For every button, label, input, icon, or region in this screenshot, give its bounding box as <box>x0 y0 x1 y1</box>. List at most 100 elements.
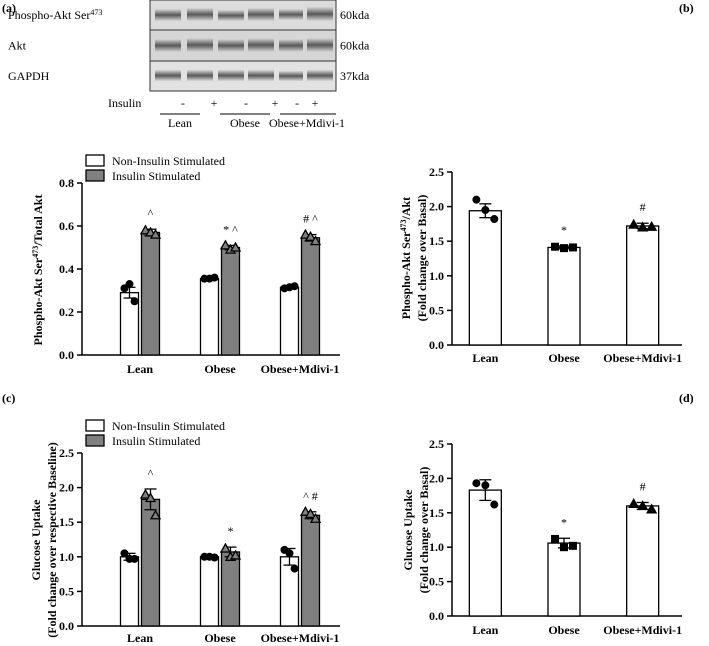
data-point <box>637 221 649 232</box>
significance-label: ^ <box>148 206 154 220</box>
panel-label: (d) <box>679 391 694 405</box>
y-tick-label: 0.5 <box>429 303 444 317</box>
data-point <box>149 228 162 239</box>
y-axis-label: (Fold change over respective Baseline) <box>45 442 59 638</box>
lane-sign: + <box>211 96 218 110</box>
legend-label: Insulin Stimulated <box>112 434 200 448</box>
data-point <box>490 500 499 509</box>
x-tick-label: Lean <box>472 351 498 365</box>
legend-swatch <box>85 169 105 182</box>
group-label: Lean <box>168 116 192 130</box>
x-tick-label: Obese+Mdivi-1 <box>603 351 682 365</box>
x-tick-label: Obese+Mdivi-1 <box>261 362 340 376</box>
data-point <box>481 206 490 215</box>
y-tick-label: 0.0 <box>429 338 444 352</box>
lane-sign: - <box>181 96 185 110</box>
bar <box>300 237 321 356</box>
label-part: Phospho-Akt Ser <box>399 231 413 319</box>
label-part: Phospho-Akt Ser <box>8 8 90 22</box>
data-point <box>139 488 152 499</box>
data-point <box>481 481 490 490</box>
label-part: /Akt <box>399 197 413 221</box>
data-point <box>130 297 139 306</box>
y-tick-label: 0.0 <box>429 609 444 623</box>
label-part: (Fold change over Basal) <box>415 195 429 322</box>
y-tick-label: 0.2 <box>59 305 74 319</box>
label-part: (Fold change over respective Baseline) <box>45 442 59 638</box>
bar <box>140 231 161 356</box>
significance-label: # <box>640 200 646 214</box>
data-point <box>229 241 242 252</box>
y-tick-label: 2.5 <box>429 437 444 451</box>
data-point <box>120 284 129 293</box>
x-tick-label: Lean <box>472 623 498 637</box>
blot-image <box>149 0 337 115</box>
y-tick-label: 0.4 <box>59 262 74 276</box>
label-part: Glucose Uptake <box>401 489 415 571</box>
y-axis-label: (Fold change over Basal) <box>417 467 431 594</box>
data-point <box>628 218 640 229</box>
y-axis-label: Glucose Uptake <box>401 489 415 571</box>
y-axis-label: Phospho-Akt Ser473/Total Akt <box>31 195 46 346</box>
y-tick-label: 2.5 <box>429 165 444 179</box>
y-tick-label: 1.0 <box>59 550 74 564</box>
y-tick-label: 2.0 <box>429 200 444 214</box>
data-point <box>472 479 481 488</box>
y-tick-label: 2.0 <box>59 481 74 495</box>
significance-label: # ^ <box>303 212 318 226</box>
label-part: (Fold change over Basal) <box>417 467 431 594</box>
data-point <box>637 500 649 511</box>
legend-swatch <box>85 434 105 447</box>
significance-label: * <box>561 515 567 529</box>
significance-label: * ^ <box>223 222 238 236</box>
data-point <box>144 492 157 503</box>
lane-sign: + <box>312 96 319 110</box>
y-tick-label: 0.0 <box>59 619 74 633</box>
bar <box>626 505 660 617</box>
lane-sign: - <box>295 96 299 110</box>
x-tick-label: Obese <box>548 351 580 365</box>
x-tick-label: Obese+Mdivi-1 <box>261 631 340 645</box>
data-point <box>551 242 560 251</box>
blot-row-label: Phospho-Akt Ser473 <box>8 8 102 23</box>
bar <box>300 514 321 627</box>
data-point <box>646 220 658 231</box>
blot-row-label: GAPDH <box>8 69 50 83</box>
bar <box>547 542 581 617</box>
label-part: Glucose Uptake <box>29 499 43 581</box>
significance-label: # <box>640 479 646 493</box>
bar <box>119 556 140 627</box>
data-point <box>568 243 577 252</box>
data-point <box>219 542 232 553</box>
panel-label: (c) <box>2 391 15 405</box>
data-point <box>472 195 481 204</box>
y-tick-label: 0.5 <box>429 575 444 589</box>
legend-label: Insulin Stimulated <box>112 169 200 183</box>
bar <box>220 246 241 356</box>
data-point <box>290 282 299 291</box>
significance-label: * <box>561 223 567 237</box>
data-point <box>120 549 129 558</box>
significance-label: ^ # <box>303 489 318 503</box>
data-point <box>568 541 577 550</box>
bar <box>547 246 581 346</box>
x-tick-label: Lean <box>127 362 153 376</box>
y-tick-label: 0.8 <box>59 176 74 190</box>
y-tick-label: 0.5 <box>59 584 74 598</box>
y-tick-label: 1.5 <box>59 515 74 529</box>
data-point <box>125 280 134 289</box>
bar <box>279 286 300 356</box>
y-tick-label: 2.0 <box>429 471 444 485</box>
blot-row-label: Akt <box>8 39 27 53</box>
significance-label: ^ <box>148 466 154 480</box>
data-point <box>290 564 299 573</box>
y-tick-label: 0.0 <box>59 348 74 362</box>
panel-label: (a) <box>2 1 16 15</box>
y-axis-label: Glucose Uptake <box>29 499 43 581</box>
bar <box>199 278 220 356</box>
data-point <box>490 215 499 224</box>
data-point <box>285 549 294 558</box>
data-point <box>210 273 219 282</box>
data-point <box>646 503 658 514</box>
